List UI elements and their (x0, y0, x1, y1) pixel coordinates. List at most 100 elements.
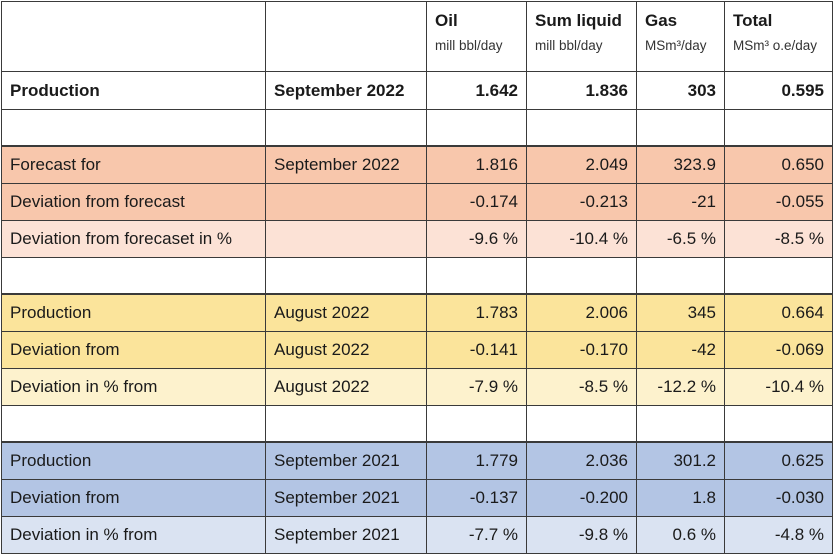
gas-value: -42 (636, 331, 725, 369)
row-label: Forecast for (1, 145, 266, 184)
gas-value: -21 (636, 183, 725, 221)
total-value: 0.664 (724, 293, 833, 332)
oil-value: -0.174 (426, 183, 527, 221)
sum-liquid-value: -8.5 % (526, 368, 637, 406)
total-value: 0.650 (724, 145, 833, 184)
empty-cell (1, 257, 266, 295)
header-oil: Oil mill bbl/day (426, 1, 527, 72)
sum-liquid-value: -10.4 % (526, 220, 637, 258)
total-value: 0.595 (724, 71, 833, 110)
empty-cell (526, 405, 637, 443)
empty-cell (1, 405, 266, 443)
empty-cell (724, 109, 833, 147)
previous-month-deviation-row: Deviation from August 2022 -0.141 -0.170… (1, 331, 833, 369)
row-period (265, 220, 427, 258)
header-gas: Gas MSm³/day (636, 1, 725, 72)
empty-cell (426, 257, 527, 295)
sum-liquid-value: -0.200 (526, 479, 637, 517)
oil-value: 1.783 (426, 293, 527, 332)
row-period: September 2022 (265, 145, 427, 184)
last-year-deviation-percent-row: Deviation in % from September 2021 -7.7 … (1, 516, 833, 554)
header-sum-liquid: Sum liquid mill bbl/day (526, 1, 637, 72)
empty-cell (724, 257, 833, 295)
empty-cell (426, 109, 527, 147)
column-title: Oil (435, 11, 458, 30)
column-unit: mill bbl/day (435, 38, 503, 53)
row-period: August 2022 (265, 293, 427, 332)
row-label: Production (1, 441, 266, 480)
column-title: Sum liquid (535, 11, 622, 30)
oil-value: -0.137 (426, 479, 527, 517)
row-label: Deviation in % from (1, 368, 266, 406)
previous-month-production-row: Production August 2022 1.783 2.006 345 0… (1, 293, 833, 332)
row-period: August 2022 (265, 368, 427, 406)
sum-liquid-value: 2.049 (526, 145, 637, 184)
gas-value: 323.9 (636, 145, 725, 184)
empty-cell (636, 257, 725, 295)
gas-value: -12.2 % (636, 368, 725, 406)
row-label: Deviation from forecast (1, 183, 266, 221)
gas-value: 1.8 (636, 479, 725, 517)
gas-value: -6.5 % (636, 220, 725, 258)
gas-value: 303 (636, 71, 725, 110)
column-unit: mill bbl/day (535, 38, 603, 53)
forecast-deviation-percent-row: Deviation from forecaset in % -9.6 % -10… (1, 220, 833, 258)
row-label: Production (1, 293, 266, 332)
column-unit: MSm³ o.e/day (733, 38, 818, 53)
empty-cell (426, 405, 527, 443)
sum-liquid-value: -0.213 (526, 183, 637, 221)
forecast-row: Forecast for September 2022 1.816 2.049 … (1, 145, 833, 184)
total-value: -4.8 % (724, 516, 833, 554)
row-period: September 2021 (265, 516, 427, 554)
gas-value: 0.6 % (636, 516, 725, 554)
header-total: Total MSm³ o.e/day (724, 1, 833, 72)
production-row: Production September 2022 1.642 1.836 30… (1, 71, 833, 110)
row-label: Deviation from forecaset in % (1, 220, 266, 258)
total-value: -0.069 (724, 331, 833, 369)
oil-value: -9.6 % (426, 220, 527, 258)
sum-liquid-value: 1.836 (526, 71, 637, 110)
sum-liquid-value: 2.006 (526, 293, 637, 332)
empty-cell (265, 257, 427, 295)
total-value: 0.625 (724, 441, 833, 480)
empty-cell (265, 109, 427, 147)
oil-value: -7.9 % (426, 368, 527, 406)
row-period: August 2022 (265, 331, 427, 369)
header-empty-cell (265, 1, 427, 72)
oil-value: 1.642 (426, 71, 527, 110)
row-label: Deviation in % from (1, 516, 266, 554)
row-period: September 2021 (265, 479, 427, 517)
empty-cell (526, 109, 637, 147)
empty-cell (636, 405, 725, 443)
row-label: Production (1, 71, 266, 110)
sum-liquid-value: -9.8 % (526, 516, 637, 554)
sum-liquid-value: -0.170 (526, 331, 637, 369)
spacer-row (1, 405, 833, 443)
row-period: September 2021 (265, 441, 427, 480)
last-year-production-row: Production September 2021 1.779 2.036 30… (1, 441, 833, 480)
row-label: Deviation from (1, 479, 266, 517)
previous-month-deviation-percent-row: Deviation in % from August 2022 -7.9 % -… (1, 368, 833, 406)
empty-cell (1, 109, 266, 147)
last-year-deviation-row: Deviation from September 2021 -0.137 -0.… (1, 479, 833, 517)
empty-cell (526, 257, 637, 295)
row-label: Deviation from (1, 331, 266, 369)
oil-value: 1.816 (426, 145, 527, 184)
row-period: September 2022 (265, 71, 427, 110)
spacer-row (1, 257, 833, 295)
total-value: -0.055 (724, 183, 833, 221)
total-value: -10.4 % (724, 368, 833, 406)
oil-value: -7.7 % (426, 516, 527, 554)
header-row: Oil mill bbl/day Sum liquid mill bbl/day… (1, 1, 833, 72)
total-value: -0.030 (724, 479, 833, 517)
spacer-row (1, 109, 833, 147)
forecast-deviation-row: Deviation from forecast -0.174 -0.213 -2… (1, 183, 833, 221)
empty-cell (636, 109, 725, 147)
empty-cell (265, 405, 427, 443)
column-title: Gas (645, 11, 678, 30)
row-period (265, 183, 427, 221)
gas-value: 345 (636, 293, 725, 332)
oil-value: 1.779 (426, 441, 527, 480)
column-unit: MSm³/day (645, 38, 707, 53)
gas-value: 301.2 (636, 441, 725, 480)
